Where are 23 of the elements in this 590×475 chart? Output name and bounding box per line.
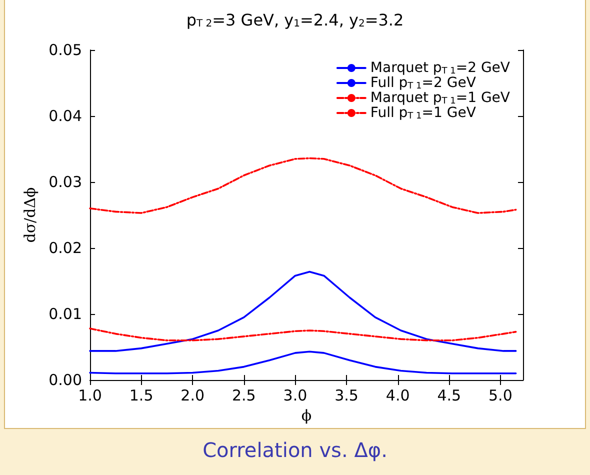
x-tick-label: 4.5 — [437, 386, 462, 404]
x-axis-title: ϕ — [301, 406, 312, 424]
line-series — [89, 270, 517, 352]
x-tick-label: 1.0 — [78, 386, 102, 404]
x-tick-label: 3.0 — [283, 386, 308, 404]
y-tick-label: 0.05 — [48, 41, 82, 59]
x-tick-label: 1.5 — [129, 386, 154, 404]
y-tick-label: 0.02 — [48, 239, 82, 257]
y-tick-label: 0.01 — [48, 305, 82, 323]
x-tick-label: 2.0 — [180, 386, 205, 404]
x-tick-label: 5.0 — [488, 386, 512, 404]
x-tick-label: 2.5 — [232, 386, 256, 404]
line-series — [89, 157, 517, 214]
text: Correlation vs. Δφ. — [202, 438, 388, 462]
chart-title: pT 2=3 GeV, y1=2.4, y2=3.2 — [186, 10, 404, 30]
y-tick-label: 0.00 — [48, 371, 82, 389]
x-tick-label: 3.5 — [334, 386, 358, 404]
x-tick-label: 4.0 — [386, 386, 410, 404]
line-series — [89, 328, 517, 342]
line-series — [89, 350, 517, 374]
y-tick-label: 0.04 — [48, 107, 82, 125]
y-tick-label: 0.03 — [48, 173, 82, 191]
y-axis-title: dσ/dΔϕ — [21, 187, 40, 243]
